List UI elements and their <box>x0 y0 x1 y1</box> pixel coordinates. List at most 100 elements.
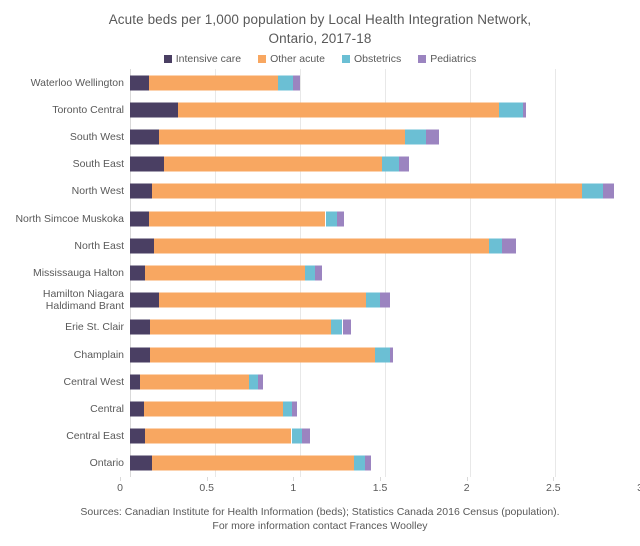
bar-segment-other-acute[interactable] <box>148 75 278 91</box>
bar-segment-intensive-care[interactable] <box>130 401 144 417</box>
legend-swatch-icon <box>258 55 267 63</box>
bar-segment-intensive-care[interactable] <box>130 428 146 444</box>
gridline <box>385 69 386 477</box>
bar-segment-other-acute[interactable] <box>145 265 306 281</box>
bar-segment-other-acute[interactable] <box>148 211 326 227</box>
y-axis: Waterloo Wellington Toronto Central South … <box>10 69 130 477</box>
bar-segment-intensive-care[interactable] <box>130 183 153 199</box>
bar-segment-pediatrics[interactable] <box>522 102 527 118</box>
bar-row[interactable] <box>130 347 640 363</box>
bar-segment-pediatrics[interactable] <box>293 75 300 91</box>
bar-segment-obstetrics[interactable] <box>249 374 258 390</box>
bar-segment-pediatrics[interactable] <box>425 129 440 145</box>
bar-segment-intensive-care[interactable] <box>130 265 146 281</box>
bar-segment-obstetrics[interactable] <box>405 129 426 145</box>
x-tick-label: 0 <box>117 482 123 494</box>
bar-segment-obstetrics[interactable] <box>582 183 603 199</box>
bar-segment-intensive-care[interactable] <box>130 102 178 118</box>
bar-segment-intensive-care[interactable] <box>130 347 151 363</box>
bar-segment-obstetrics[interactable] <box>305 265 316 281</box>
legend-item-intensive-care[interactable]: Intensive care <box>163 53 242 65</box>
y-axis-label: South West <box>69 131 124 143</box>
bar-row[interactable] <box>130 75 640 91</box>
bar-segment-obstetrics[interactable] <box>330 319 343 335</box>
bar-segment-obstetrics[interactable] <box>283 401 292 417</box>
bar-segment-pediatrics[interactable] <box>342 319 351 335</box>
legend-item-obstetrics[interactable]: Obstetrics <box>341 53 401 65</box>
bar-segment-pediatrics[interactable] <box>257 374 263 390</box>
bar-segment-intensive-care[interactable] <box>130 374 141 390</box>
bar-segment-intensive-care[interactable] <box>130 129 159 145</box>
chart-legend: Intensive care Other acute Obstetrics Pedia… <box>0 53 640 65</box>
bar-row[interactable] <box>130 129 640 145</box>
bar-row[interactable] <box>130 265 640 281</box>
bar-segment-other-acute[interactable] <box>140 374 249 390</box>
gridline <box>470 69 471 477</box>
y-axis-label: Erie St. Clair <box>65 321 124 334</box>
bar-segment-other-acute[interactable] <box>145 428 292 444</box>
legend-item-other-acute[interactable]: Other acute <box>258 53 325 65</box>
bar-row[interactable] <box>130 428 640 444</box>
y-axis-label: Central East <box>66 430 124 443</box>
legend-swatch-icon <box>341 55 350 63</box>
bar-segment-intensive-care[interactable] <box>130 292 159 308</box>
bar-segment-pediatrics[interactable] <box>337 211 345 227</box>
bar-segment-pediatrics[interactable] <box>390 347 394 363</box>
footer-line-contact: For more information contact Frances Woo… <box>212 520 428 532</box>
bar-segment-other-acute[interactable] <box>153 238 489 254</box>
bar-segment-intensive-care[interactable] <box>130 319 151 335</box>
bar-segment-obstetrics[interactable] <box>354 455 365 471</box>
bar-segment-pediatrics[interactable] <box>398 156 409 172</box>
bar-segment-other-acute[interactable] <box>150 319 331 335</box>
bar-row[interactable] <box>130 319 640 335</box>
bar-row[interactable] <box>130 238 640 254</box>
bar-row[interactable] <box>130 156 640 172</box>
bar-row[interactable] <box>130 401 640 417</box>
bar-row[interactable] <box>130 211 640 227</box>
bar-segment-obstetrics[interactable] <box>374 347 391 363</box>
legend-item-pediatrics[interactable]: Pediatrics <box>418 53 476 65</box>
bar-segment-pediatrics[interactable] <box>379 292 391 308</box>
bar-row[interactable] <box>130 292 640 308</box>
bar-segment-obstetrics[interactable] <box>277 75 294 91</box>
bar-segment-intensive-care[interactable] <box>130 156 164 172</box>
x-tick-label: 2.5 <box>546 482 561 494</box>
bar-segment-intensive-care[interactable] <box>130 455 153 471</box>
bar-row[interactable] <box>130 102 640 118</box>
bar-segment-other-acute[interactable] <box>152 455 355 471</box>
bar-segment-pediatrics[interactable] <box>364 455 372 471</box>
y-axis-label: North East <box>74 239 124 252</box>
bar-segment-other-acute[interactable] <box>158 292 367 308</box>
bar-segment-obstetrics[interactable] <box>381 156 399 172</box>
x-tick-mark <box>380 477 381 481</box>
bar-segment-intensive-care[interactable] <box>130 75 149 91</box>
bar-segment-other-acute[interactable] <box>150 347 375 363</box>
bar-segment-other-acute[interactable] <box>164 156 382 172</box>
bar-row[interactable] <box>130 455 640 471</box>
bar-segment-pediatrics[interactable] <box>602 183 615 199</box>
x-tick-label: 0.5 <box>199 482 214 494</box>
bar-segment-other-acute[interactable] <box>158 129 406 145</box>
legend-label: Intensive care <box>175 53 242 65</box>
bar-segment-obstetrics[interactable] <box>291 428 302 444</box>
bar-segment-other-acute[interactable] <box>152 183 583 199</box>
bar-row[interactable] <box>130 183 640 199</box>
bar-segment-obstetrics[interactable] <box>488 238 503 254</box>
bar-segment-obstetrics[interactable] <box>498 102 523 118</box>
legend-swatch-icon <box>418 55 427 63</box>
bar-segment-pediatrics[interactable] <box>315 265 323 281</box>
bar-segment-other-acute[interactable] <box>177 102 499 118</box>
bar-segment-other-acute[interactable] <box>143 401 283 417</box>
bar-segment-pediatrics[interactable] <box>502 238 516 254</box>
bar-segment-intensive-care[interactable] <box>130 211 149 227</box>
bar-segment-obstetrics[interactable] <box>325 211 338 227</box>
bar-row[interactable] <box>130 374 640 390</box>
x-tick-mark <box>120 477 121 481</box>
bar-segment-obstetrics[interactable] <box>366 292 380 308</box>
bar-segment-intensive-care[interactable] <box>130 238 154 254</box>
bar-segment-pediatrics[interactable] <box>301 428 311 444</box>
x-tick-label: 2 <box>463 482 470 494</box>
x-tick-mark <box>293 477 295 481</box>
bar-segment-pediatrics[interactable] <box>291 401 297 417</box>
